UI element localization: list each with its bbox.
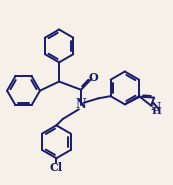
Text: N: N	[76, 98, 86, 111]
Text: Cl: Cl	[50, 162, 63, 173]
Text: H: H	[151, 107, 161, 116]
Text: O: O	[89, 72, 98, 83]
Text: N: N	[151, 101, 161, 112]
